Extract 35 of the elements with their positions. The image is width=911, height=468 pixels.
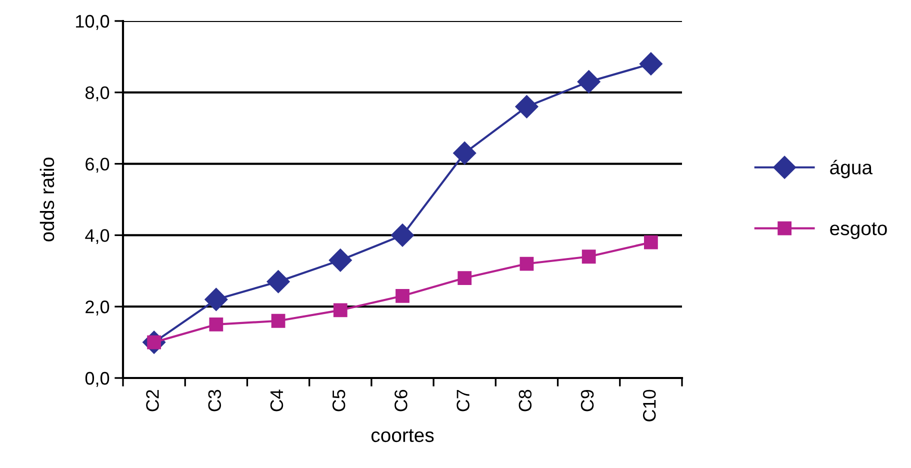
x-tick-label: C6 <box>394 390 408 412</box>
x-tick-label: C8 <box>518 390 532 412</box>
y-tick-label: 8,0 <box>85 86 110 102</box>
x-tick-label: C2 <box>146 390 159 412</box>
point <box>453 142 476 165</box>
point <box>458 271 472 285</box>
point <box>209 318 224 332</box>
point <box>520 256 534 271</box>
point <box>333 303 348 318</box>
x-axis-title: coortes <box>371 429 434 442</box>
point <box>639 52 662 76</box>
x-tick-label: C9 <box>580 390 594 412</box>
x-tick-label: C5 <box>332 390 346 412</box>
x-tick-label: C4 <box>270 390 284 412</box>
y-tick-label: 2,0 <box>86 300 110 316</box>
point <box>204 288 228 311</box>
y-tick-label: 4,0 <box>85 229 110 244</box>
y-tick-label: 0,0 <box>85 372 110 387</box>
legend-label: água <box>830 160 873 178</box>
legend-label: esgoto <box>830 222 887 240</box>
point <box>391 224 414 247</box>
x-tick-label: C7 <box>456 390 470 412</box>
y-tick-label: 10,0 <box>76 14 110 30</box>
point <box>328 248 352 272</box>
point <box>266 270 290 294</box>
x-tick-label: C10 <box>643 390 656 422</box>
y-tick-label: 6,0 <box>86 158 110 173</box>
point <box>582 250 596 264</box>
x-tick-label: C3 <box>208 390 222 412</box>
point <box>577 70 600 94</box>
y-axis-title: odds ratio <box>40 158 54 242</box>
point <box>271 314 286 328</box>
point <box>644 235 658 250</box>
point <box>396 288 410 303</box>
point <box>515 95 538 118</box>
